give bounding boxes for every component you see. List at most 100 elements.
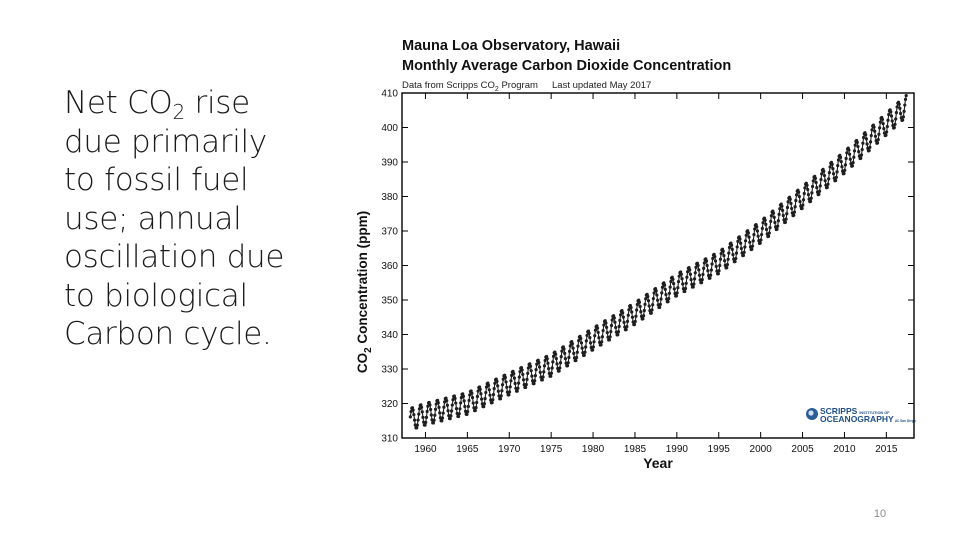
co2-data-point [684, 281, 688, 285]
x-tick-label: 1960 [414, 444, 437, 455]
co2-data-point [803, 186, 807, 190]
co2-data-point [513, 381, 517, 386]
co2-data-point [897, 102, 901, 106]
co2-data-point [742, 250, 746, 254]
co2-data-point [752, 233, 756, 237]
x-tick-label: 1975 [540, 444, 563, 455]
co2-data-point [491, 398, 495, 402]
co2-data-point [630, 310, 634, 314]
co2-data-point [830, 162, 834, 166]
co2-data-point [577, 339, 581, 343]
co2-data-point [755, 229, 760, 233]
co2-data-point [433, 407, 438, 411]
co2-data-point [445, 403, 449, 407]
co2-data-point [825, 185, 829, 190]
co2-data-point [811, 184, 815, 189]
co2-data-point [412, 413, 416, 417]
chart-svg: Mauna Loa Observatory, Hawaii Monthly Av… [355, 38, 916, 471]
co2-data-point [454, 406, 459, 411]
co2-data-point [576, 344, 580, 348]
co2-data-point [768, 226, 772, 230]
co2-data-point [624, 328, 628, 332]
co2-data-point [466, 404, 470, 409]
co2-data-point [672, 282, 676, 286]
co2-data-point [711, 256, 715, 261]
x-tick-label: 2000 [750, 444, 773, 455]
co2-data-point [666, 300, 670, 304]
co2-data-point [691, 285, 695, 289]
co2-data-point [423, 423, 427, 427]
co2-data-point [614, 325, 618, 330]
co2-data-point [618, 313, 623, 317]
co2-data-point [844, 156, 848, 161]
co2-data-point [677, 274, 681, 278]
co2-data-point [507, 390, 512, 394]
co2-data-point [735, 245, 739, 249]
logo-line2: OCEANOGRAPHYUC San Diego [820, 414, 916, 424]
co2-data-point [612, 316, 616, 320]
co2-data-point [843, 163, 848, 167]
co2-data-point [597, 336, 601, 340]
co2-data-point [509, 379, 513, 383]
co2-data-point [709, 273, 713, 277]
co2-data-point [885, 124, 889, 129]
logo-line1: SCRIPPS INSTITUTION OF [820, 406, 890, 416]
co2-data-point [650, 308, 654, 312]
co2-data-point [582, 353, 586, 357]
co2-data-point [776, 219, 780, 223]
slide-text-line: use; annual [64, 200, 242, 237]
co2-data-point [797, 194, 801, 199]
co2-data-point [646, 294, 650, 299]
co2-data-point [646, 299, 651, 303]
co2-data-point [738, 237, 742, 241]
co2-data-point [429, 407, 433, 412]
y-tick-label: 380 [381, 192, 398, 203]
co2-data-point [512, 372, 516, 376]
co2-data-point [579, 336, 583, 341]
co2-data-point [465, 412, 469, 417]
co2-data-point [517, 381, 521, 385]
co2-data-point [683, 289, 687, 294]
scripps-logo: SCRIPPS INSTITUTION OF OCEANOGRAPHYUC San… [806, 406, 916, 424]
co2-data-point [629, 306, 633, 310]
co2-data-point [638, 304, 642, 309]
co2-data-point [528, 364, 533, 368]
co2-data-point [727, 251, 731, 255]
co2-data-point [660, 291, 664, 295]
co2-data-point [424, 415, 429, 419]
co2-data-point [868, 145, 872, 149]
co2-data-point [563, 351, 567, 355]
co2-data-point [822, 173, 827, 178]
co2-data-point [571, 346, 575, 350]
co2-data-point [484, 390, 488, 395]
co2-data-point [420, 410, 424, 414]
co2-data-point [789, 201, 793, 206]
co2-data-point [566, 361, 570, 365]
co2-data-point [618, 318, 622, 322]
co2-data-point [718, 263, 722, 268]
co2-data-point [616, 330, 621, 334]
co2-data-point [458, 407, 462, 411]
co2-data-point [808, 199, 813, 203]
co2-data-point [658, 302, 662, 306]
co2-data-point [828, 165, 832, 169]
co2-data-point [694, 265, 698, 269]
co2-data-point [558, 366, 562, 370]
co2-data-point [802, 191, 806, 196]
co2-data-point [652, 291, 656, 295]
co2-data-point [655, 293, 659, 297]
co2-data-point [836, 164, 840, 168]
co2-data-point [788, 197, 792, 201]
co2-data-point [530, 374, 534, 378]
co2-data-point [515, 389, 519, 393]
co2-data-point [674, 294, 679, 298]
co2-data-point [643, 302, 647, 306]
x-tick-label: 1970 [498, 444, 521, 455]
co2-data-point [875, 141, 880, 145]
co2-data-point [524, 385, 528, 389]
co2-data-point [817, 189, 822, 193]
co2-data-point [440, 419, 444, 423]
co2-data-point [758, 241, 762, 245]
co2-data-point [867, 148, 871, 153]
co2-data-point [864, 133, 868, 137]
